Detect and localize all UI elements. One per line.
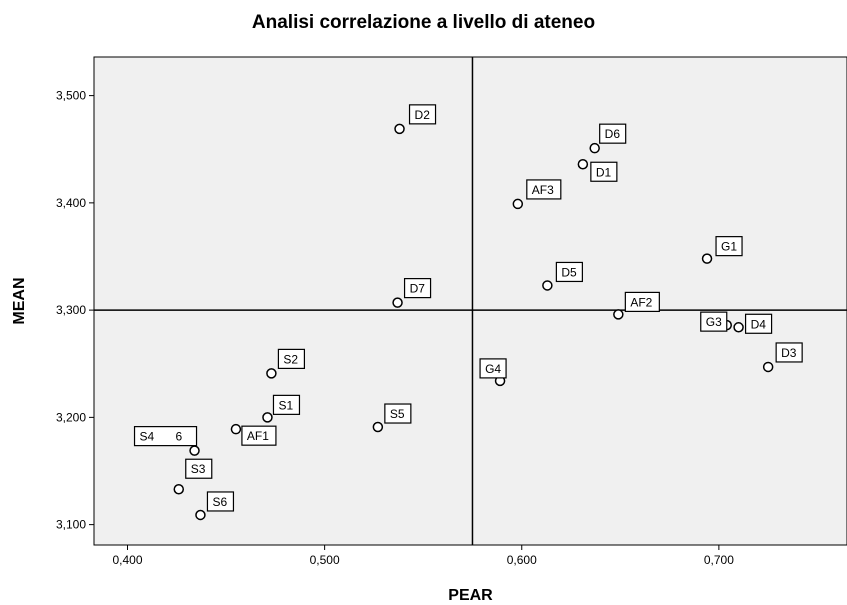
- y-tick-label: 3,400: [56, 196, 86, 210]
- point-label-box: [526, 179, 562, 200]
- data-point: [512, 198, 524, 210]
- y-tick-label: 3,500: [56, 89, 86, 103]
- point-label-box: [479, 358, 507, 379]
- y-axis-title: MEAN: [11, 277, 28, 324]
- data-point: [266, 368, 277, 379]
- point-label-box: [590, 161, 618, 182]
- data-point: [372, 421, 384, 433]
- point-label: D6: [605, 127, 621, 141]
- point-label-box: [185, 458, 213, 479]
- point-label: D1: [596, 165, 612, 179]
- point-label-box: [241, 425, 277, 446]
- point-label-box: [775, 342, 803, 363]
- point-label: D4: [751, 317, 767, 331]
- x-tick-label: 0,700: [704, 553, 734, 567]
- point-label-box: [384, 403, 412, 424]
- data-point: [262, 412, 273, 423]
- data-point: [542, 280, 553, 291]
- data-point: [392, 297, 403, 308]
- y-tick-label: 3,300: [56, 303, 86, 317]
- point-label: S6: [212, 495, 227, 509]
- point-label-box: [715, 236, 743, 257]
- point-label: S3: [191, 462, 206, 476]
- x-tick-label: 0,600: [507, 553, 537, 567]
- data-point: [189, 445, 200, 456]
- point-label: G4: [485, 362, 501, 376]
- data-point: [173, 483, 185, 495]
- point-label-box: [624, 291, 660, 313]
- y-tick-label: 3,200: [56, 410, 86, 424]
- point-label: S4: [140, 430, 155, 444]
- data-point: [762, 361, 774, 373]
- y-tick-label: 3,100: [56, 518, 86, 532]
- point-label: AF3: [532, 183, 554, 197]
- x-tick-label: 0,500: [310, 553, 340, 567]
- point-label: 6: [176, 430, 183, 444]
- chart-title: Analisi correlazione a livello di ateneo: [251, 12, 596, 33]
- point-label-box: [408, 104, 437, 125]
- data-point: [577, 159, 589, 170]
- point-label: S5: [390, 407, 405, 421]
- data-point: [733, 322, 744, 333]
- point-label-box: [599, 123, 627, 144]
- point-label: S1: [278, 398, 293, 412]
- point-label-box: [206, 491, 235, 512]
- point-label: S2: [283, 352, 298, 366]
- x-axis-title: PEAR: [448, 587, 493, 604]
- point-label-box: [744, 313, 773, 334]
- data-point: [394, 123, 405, 135]
- point-label: D2: [415, 108, 431, 122]
- point-label: G1: [721, 240, 737, 254]
- point-label-box: [133, 426, 198, 447]
- point-label: D7: [410, 282, 426, 296]
- point-label: G3: [706, 315, 722, 329]
- point-label: AF1: [247, 429, 269, 443]
- point-label-box: [403, 278, 432, 299]
- plot-area: [93, 56, 847, 546]
- point-label: D3: [781, 346, 797, 360]
- data-point: [613, 309, 624, 320]
- point-label-box: [555, 261, 583, 283]
- data-point: [230, 423, 242, 435]
- point-label-box: [277, 348, 306, 369]
- point-label-box: [272, 394, 301, 415]
- x-tick-label: 0,400: [112, 553, 142, 567]
- data-point: [589, 142, 600, 154]
- point-label: D5: [561, 265, 577, 279]
- data-point: [195, 509, 206, 521]
- point-label: AF2: [630, 295, 652, 309]
- point-label-box: [700, 311, 728, 332]
- data-point: [701, 253, 713, 264]
